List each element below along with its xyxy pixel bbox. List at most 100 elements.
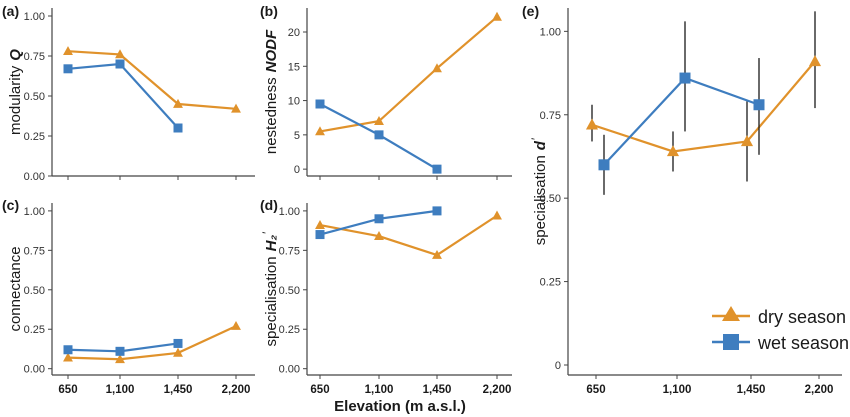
- y-tick-label: 0: [555, 360, 561, 372]
- panel-a: 0.00 0.25 0.50 0.75 1.00 (a) modularity Q: [2, 3, 255, 183]
- x-tick-label: 1,450: [737, 384, 766, 396]
- legend-wet-marker: [723, 334, 739, 350]
- data-point-dry: [315, 219, 325, 229]
- y-axis-label: connectance: [7, 246, 24, 331]
- data-point-wet: [115, 346, 125, 356]
- y-axis-label: modularity Q: [7, 49, 24, 135]
- panel-label: (b): [260, 3, 278, 19]
- legend-wet-label: wet season: [757, 333, 849, 353]
- data-point-dry: [492, 11, 502, 21]
- data-point-wet: [374, 214, 384, 224]
- panel-d: 0.00 0.25 0.50 0.75 1.00 650 1,100 1,450 2,200 (d…: [260, 197, 512, 396]
- data-point-dry: [666, 145, 680, 157]
- legend-dry-label: dry season: [758, 307, 846, 327]
- data-point-dry: [432, 249, 442, 259]
- series-line-wet: [67, 62, 179, 129]
- data-point-wet: [173, 123, 183, 133]
- data-point-dry: [492, 210, 502, 220]
- y-tick-label: 1.00: [24, 206, 45, 218]
- series-line-dry: [591, 60, 816, 153]
- y-axis-label-symbol: NODF: [263, 29, 280, 72]
- y-axis-label-text: specialisation: [263, 256, 280, 346]
- y-axis-label: specialisation H₂′: [260, 231, 280, 347]
- y-tick-label: 0.00: [279, 364, 300, 376]
- y-tick-label: 0.25: [279, 324, 300, 336]
- data-point-wet: [753, 99, 765, 111]
- chart-panels: 0.00 0.25 0.50 0.75 1.00 (a) modularity Q 0 5 10 15…: [2, 3, 842, 396]
- y-axis-label-text: specialisation: [532, 155, 549, 245]
- y-axis-label: specialisation d′: [529, 137, 549, 245]
- y-axis-label-text: modularity: [7, 65, 24, 135]
- data-point-wet: [315, 99, 325, 109]
- y-tick-label: 15: [288, 61, 300, 73]
- data-point-wet: [63, 64, 73, 74]
- y-axis-label-symbol: H₂: [263, 235, 280, 252]
- legend-dry-marker: [722, 306, 740, 321]
- y-tick-label: 0.75: [24, 245, 45, 257]
- x-tick-label: 1,450: [164, 384, 193, 396]
- y-tick-label: 0.75: [24, 51, 45, 63]
- series-line-dry: [67, 50, 237, 110]
- series-line-dry: [319, 16, 498, 133]
- panel-c: 0.00 0.25 0.50 0.75 1.00 650 1,100 1,450 2,200 (c…: [2, 197, 255, 396]
- x-tick-label: 650: [58, 384, 77, 396]
- data-point-dry: [231, 103, 241, 113]
- x-tick-label: 2,200: [483, 384, 512, 396]
- y-tick-label: 0.25: [24, 131, 45, 143]
- x-tick-label: 1,100: [663, 384, 692, 396]
- data-point-wet: [432, 206, 442, 216]
- y-tick-label: 20: [288, 27, 300, 39]
- panel-label: (e): [522, 3, 539, 19]
- data-point-dry: [374, 116, 384, 125]
- data-point-wet: [598, 159, 610, 171]
- data-point-wet: [63, 345, 73, 355]
- data-point-dry: [115, 49, 125, 59]
- x-tick-label: 650: [586, 384, 605, 396]
- y-axis-label-text: nestedness: [263, 77, 280, 154]
- series-line-wet: [603, 76, 760, 166]
- data-point-dry: [374, 231, 384, 240]
- y-tick-label: 0.25: [24, 324, 45, 336]
- panel-b: 0 5 10 15 20 (b) nestedness NODF: [260, 3, 512, 180]
- data-point-dry: [585, 118, 599, 130]
- y-axis-label: nestedness NODF: [263, 29, 280, 154]
- data-point-dry: [63, 352, 73, 362]
- data-point-wet: [679, 72, 691, 84]
- data-point-wet: [432, 164, 442, 174]
- data-point-dry: [432, 63, 442, 73]
- data-point-dry: [740, 135, 754, 147]
- data-point-dry: [173, 98, 183, 108]
- y-tick-label: 1.00: [540, 26, 561, 38]
- y-tick-label: 0.50: [279, 285, 300, 297]
- x-tick-label: 650: [310, 384, 329, 396]
- panel-label: (d): [260, 197, 278, 213]
- y-tick-label: 0.50: [24, 285, 45, 297]
- x-tick-label: 1,100: [106, 384, 135, 396]
- data-point-dry: [63, 46, 73, 56]
- y-tick-label: 0.00: [24, 364, 45, 376]
- data-point-wet: [374, 130, 384, 140]
- panel-label: (c): [2, 197, 19, 213]
- data-point-dry: [231, 320, 241, 330]
- y-tick-label: 1.00: [279, 206, 300, 218]
- series-line-dry: [319, 214, 498, 257]
- y-tick-label: 0.50: [24, 91, 45, 103]
- x-tick-label: 2,200: [805, 384, 834, 396]
- data-point-wet: [315, 230, 325, 240]
- y-tick-label: 0.75: [279, 245, 300, 257]
- y-axis-label-symbol: d: [532, 140, 549, 150]
- series-line-dry: [67, 325, 237, 361]
- y-tick-label: 5: [294, 130, 300, 142]
- y-tick-label: 1.00: [24, 11, 45, 23]
- data-point-dry: [315, 126, 325, 136]
- y-axis-label-prime: ′: [529, 137, 543, 140]
- y-tick-label: 0.25: [540, 277, 561, 289]
- legend: dry season wet season: [712, 306, 849, 353]
- y-tick-label: 0.00: [24, 171, 45, 183]
- y-axis-label-prime: ′: [260, 231, 274, 234]
- data-point-dry: [115, 354, 125, 364]
- y-tick-label: 0.50: [540, 193, 561, 205]
- y-tick-label: 0: [294, 164, 300, 176]
- y-tick-label: 0.75: [540, 110, 561, 122]
